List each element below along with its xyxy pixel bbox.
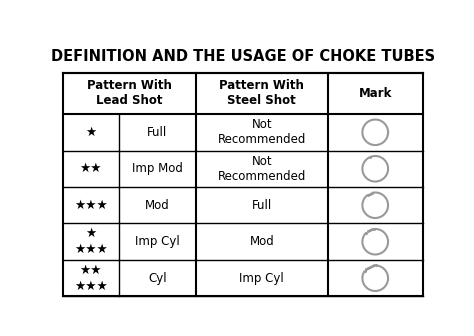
Text: Not
Recommended: Not Recommended — [218, 118, 306, 146]
Text: Imp Cyl: Imp Cyl — [239, 272, 284, 285]
Text: Imp Mod: Imp Mod — [132, 162, 183, 175]
Text: ★★★: ★★★ — [74, 199, 108, 212]
Text: Full: Full — [147, 126, 167, 139]
Text: Mod: Mod — [145, 199, 170, 212]
Text: Cyl: Cyl — [148, 272, 167, 285]
Text: ★★: ★★ — [80, 264, 102, 277]
Text: Imp Cyl: Imp Cyl — [135, 235, 180, 248]
Text: ★★: ★★ — [80, 162, 102, 175]
Text: Pattern With
Steel Shot: Pattern With Steel Shot — [219, 79, 304, 108]
Text: DEFINITION AND THE USAGE OF CHOKE TUBES: DEFINITION AND THE USAGE OF CHOKE TUBES — [51, 49, 435, 65]
Text: Not
Recommended: Not Recommended — [218, 155, 306, 183]
Text: Mark: Mark — [358, 87, 392, 100]
Text: Mod: Mod — [249, 235, 274, 248]
Text: ★: ★ — [85, 126, 96, 139]
Text: Pattern With
Lead Shot: Pattern With Lead Shot — [87, 79, 172, 108]
Text: ★★★: ★★★ — [74, 243, 108, 256]
Text: Full: Full — [252, 199, 272, 212]
Text: ★★★: ★★★ — [74, 280, 108, 293]
Text: ★: ★ — [85, 227, 96, 240]
